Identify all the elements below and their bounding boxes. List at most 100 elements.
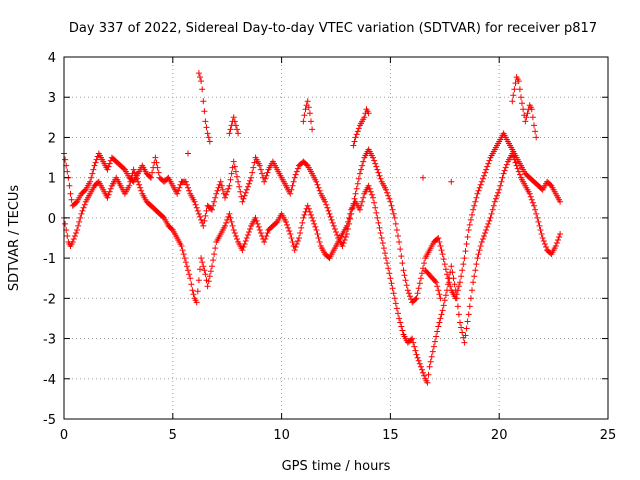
data-point <box>210 257 217 264</box>
data-point <box>263 172 270 179</box>
data-point <box>106 160 113 167</box>
data-point <box>204 283 211 290</box>
data-point <box>440 256 447 263</box>
data-point <box>539 235 546 241</box>
data-point <box>215 184 222 191</box>
data-point <box>346 214 353 221</box>
data-point <box>228 170 235 177</box>
data-point <box>204 130 211 137</box>
data-point <box>313 227 320 233</box>
data-point <box>420 369 426 376</box>
data-point <box>377 175 384 182</box>
x-axis-label: GPS time / hours <box>282 459 391 474</box>
data-point <box>334 232 341 238</box>
data-point <box>386 195 393 202</box>
data-point <box>478 239 485 245</box>
data-point <box>353 131 360 138</box>
data-point <box>427 358 434 365</box>
data-point <box>339 243 346 249</box>
data-point <box>448 178 455 185</box>
y-tick-label: -4 <box>43 373 56 388</box>
data-point <box>248 174 255 181</box>
data-point <box>294 165 301 172</box>
data-point <box>352 190 359 197</box>
data-point <box>309 126 316 133</box>
data-point <box>225 185 232 192</box>
plot-frame <box>63 56 609 420</box>
data-point <box>250 164 257 171</box>
data-point <box>373 163 380 170</box>
data-point <box>489 206 496 213</box>
data-point <box>247 177 253 184</box>
data-point <box>252 214 259 221</box>
data-point <box>234 173 240 180</box>
data-point <box>313 178 320 185</box>
data-point <box>416 280 423 287</box>
data-point <box>520 106 527 113</box>
data-point <box>68 196 75 203</box>
data-point <box>399 327 406 334</box>
data-point <box>382 250 388 257</box>
data-point <box>465 227 472 233</box>
data-point <box>107 185 114 192</box>
data-point <box>393 305 400 312</box>
data-point <box>417 363 424 370</box>
data-point <box>194 288 201 295</box>
data-point <box>415 285 422 292</box>
data-point <box>440 302 447 309</box>
data-point <box>64 168 71 175</box>
data-point <box>294 238 301 244</box>
data-point <box>378 235 385 241</box>
data-point <box>195 277 202 284</box>
data-point <box>231 230 238 236</box>
data-point <box>257 230 264 236</box>
data-point <box>214 187 221 194</box>
data-point <box>387 198 394 205</box>
data-point <box>518 94 524 101</box>
data-point <box>328 216 335 223</box>
data-point <box>230 114 237 121</box>
data-point <box>105 191 112 198</box>
data-point <box>385 265 392 272</box>
data-point <box>386 270 393 277</box>
data-point <box>365 110 372 117</box>
data-point <box>491 198 498 205</box>
data-point <box>488 210 495 217</box>
data-point <box>353 185 360 192</box>
data-point <box>464 234 471 240</box>
data-point <box>297 230 304 236</box>
data-point <box>104 166 111 173</box>
data-point <box>289 182 296 189</box>
data-point <box>288 186 295 193</box>
data-point <box>424 379 431 386</box>
y-tick-label: 1 <box>48 172 56 187</box>
data-point <box>513 162 520 169</box>
data-point <box>224 216 231 223</box>
data-point <box>472 198 479 205</box>
data-point <box>455 283 462 290</box>
data-point <box>73 230 79 236</box>
data-point <box>529 199 536 206</box>
data-point <box>329 219 336 226</box>
data-point <box>194 207 201 214</box>
data-point <box>340 240 347 246</box>
data-point <box>402 277 409 284</box>
data-point <box>247 226 253 232</box>
data-point <box>246 180 252 187</box>
data-point <box>435 235 442 241</box>
data-point <box>176 184 183 191</box>
data-point <box>242 189 249 196</box>
data-point <box>229 222 236 229</box>
data-point <box>244 232 251 238</box>
data-point <box>465 311 472 318</box>
data-point <box>186 271 193 278</box>
data-point <box>482 169 489 176</box>
data-point <box>483 227 490 233</box>
data-point <box>470 206 477 213</box>
data-point <box>78 210 85 217</box>
data-point <box>185 184 191 191</box>
data-point <box>71 233 78 239</box>
data-point <box>509 150 516 157</box>
data-point <box>89 170 96 177</box>
